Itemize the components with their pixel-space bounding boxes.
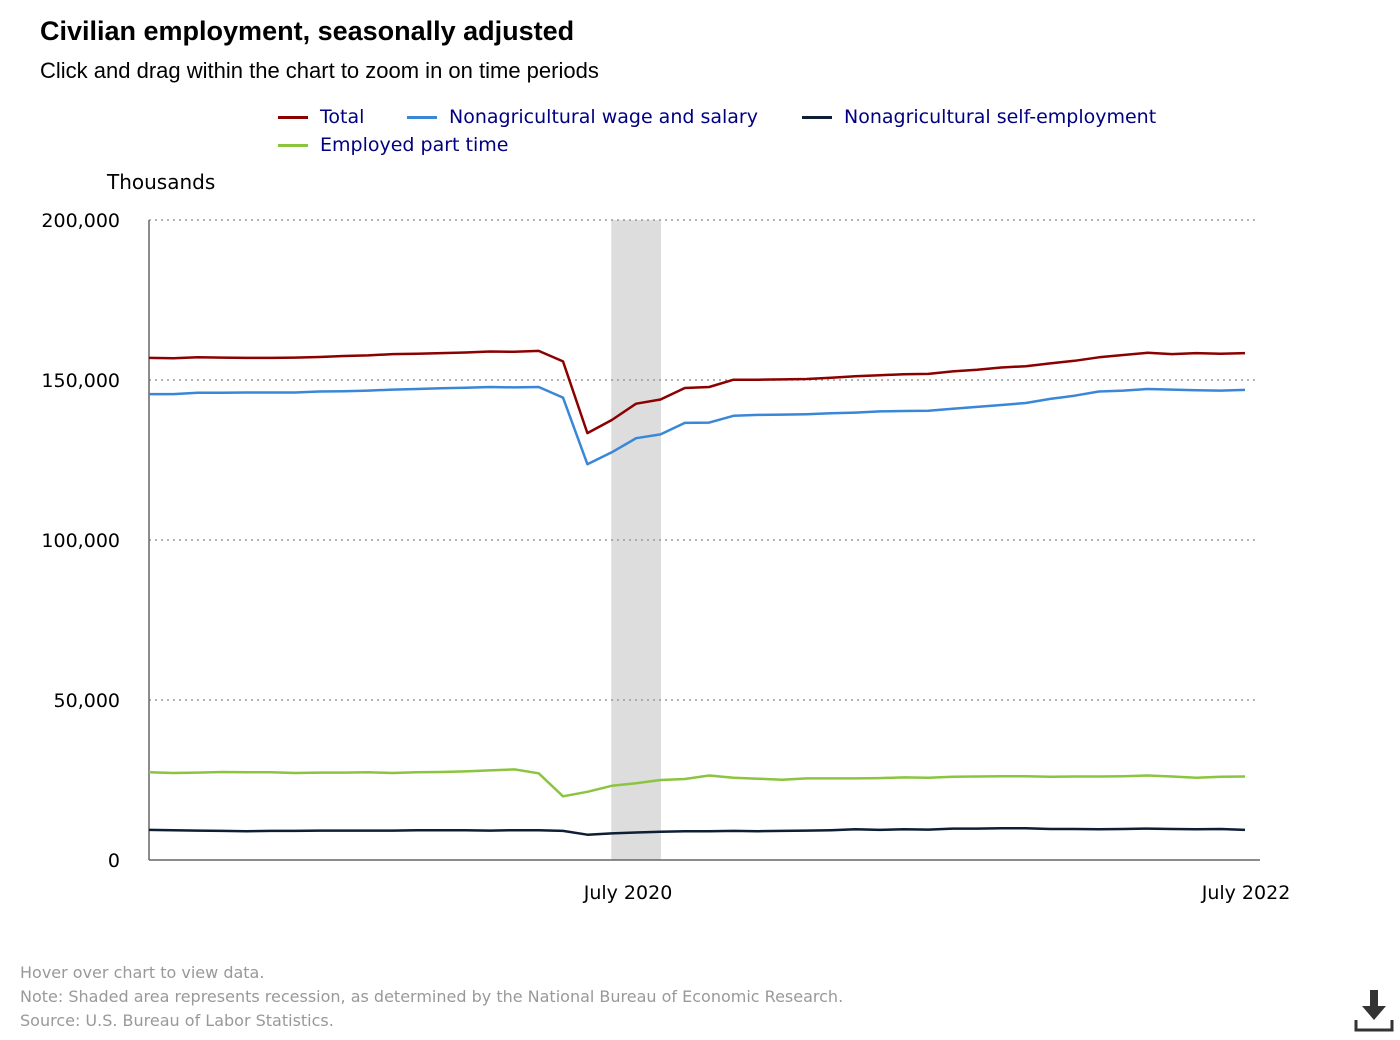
- legend-label-total: Total: [320, 106, 365, 128]
- y-tick-label: 100,000: [41, 530, 120, 552]
- series-line-3[interactable]: [148, 768, 1246, 798]
- legend-swatch-part-time: [278, 143, 308, 147]
- footer-source: Source: U.S. Bureau of Labor Statistics.: [20, 1011, 334, 1030]
- download-button[interactable]: [1352, 988, 1396, 1034]
- legend-item-self-employment[interactable]: Nonagricultural self-employment: [802, 106, 1156, 128]
- series-line-2[interactable]: [148, 827, 1246, 836]
- chart-title: Civilian employment, seasonally adjusted: [40, 16, 575, 46]
- x-tick-label: July 2022: [1201, 882, 1291, 904]
- legend-label-self-employment: Nonagricultural self-employment: [844, 106, 1157, 128]
- y-tick-label: 0: [108, 850, 120, 872]
- x-tick-label: July 2020: [583, 882, 673, 904]
- legend-label-wage-salary: Nonagricultural wage and salary: [449, 106, 758, 128]
- y-axis-label: Thousands: [106, 170, 215, 194]
- legend-swatch-self-employment: [802, 115, 832, 119]
- chart-subtitle: Click and drag within the chart to zoom …: [40, 58, 599, 83]
- series-line-1[interactable]: [149, 385, 1246, 466]
- footer-hover-hint: Hover over chart to view data.: [20, 963, 265, 982]
- download-icon: [1354, 990, 1394, 1032]
- footer-note: Note: Shaded area represents recession, …: [20, 987, 844, 1006]
- chart-plot-area[interactable]: Thousands 0 50,000 100,000 150,000 200,000 Jul…: [0, 160, 1400, 920]
- y-tick-label: 50,000: [54, 690, 120, 712]
- legend-item-wage-salary[interactable]: Nonagricultural wage and salary: [407, 106, 758, 128]
- legend-item-total[interactable]: Total: [278, 106, 364, 128]
- y-tick-label: 200,000: [41, 210, 120, 232]
- legend-swatch-total: [278, 115, 308, 119]
- series-line-0[interactable]: [148, 349, 1246, 435]
- y-tick-label: 150,000: [41, 370, 120, 392]
- legend-swatch-wage-salary: [407, 115, 437, 119]
- legend-label-part-time: Employed part time: [320, 134, 509, 156]
- legend-item-part-time[interactable]: Employed part time: [278, 134, 508, 156]
